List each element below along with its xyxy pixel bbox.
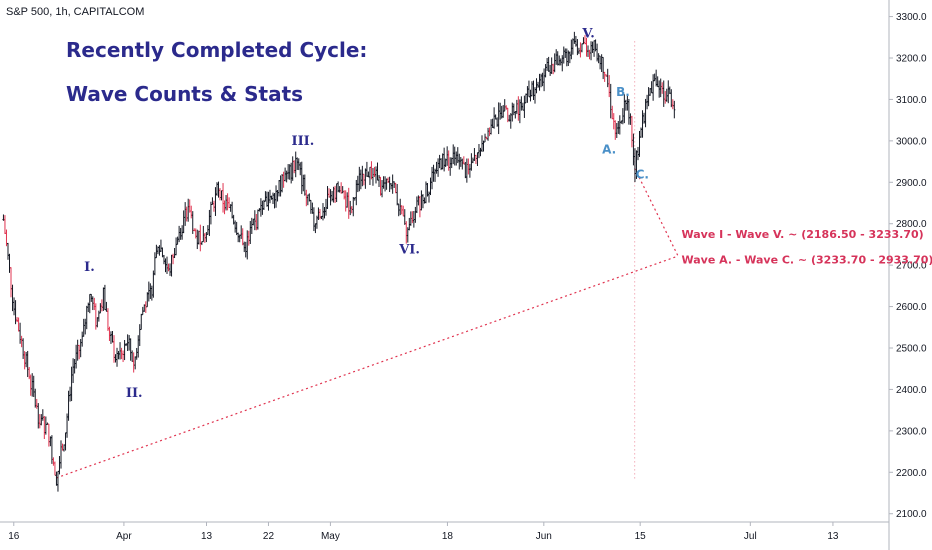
stat-annotation: Wave I - Wave V. ~ (2186.50 - 3233.70) (681, 228, 923, 241)
x-tick-label: Jul (744, 531, 757, 542)
x-tick-label: 15 (635, 531, 647, 542)
stat-annotation: Wave A. - Wave C. ~ (3233.70 - 2933.70) (681, 253, 932, 266)
chart-title-line-1: Recently Completed Cycle: (66, 38, 368, 62)
y-tick-label: 2100.0 (896, 509, 927, 520)
x-tick-label: 16 (8, 531, 20, 542)
wave-label: B. (616, 85, 630, 99)
wave-label: V. (581, 26, 594, 41)
wave-label: VI. (398, 243, 420, 258)
wave-label: II. (126, 386, 143, 401)
x-tick-label: 22 (263, 531, 275, 542)
y-tick-label: 3200.0 (896, 54, 927, 65)
y-tick-label: 3300.0 (896, 12, 927, 23)
y-tick-label: 3100.0 (896, 95, 927, 106)
y-tick-label: 3000.0 (896, 136, 927, 147)
y-tick-label: 2600.0 (896, 302, 927, 313)
x-tick-label: 13 (827, 531, 839, 542)
x-tick-label: Apr (116, 531, 132, 542)
y-tick-label: 2800.0 (896, 219, 927, 230)
x-tick-label: May (321, 531, 340, 542)
y-tick-label: 2900.0 (896, 178, 927, 189)
wave-label: I. (84, 260, 95, 275)
x-tick-label: 13 (201, 531, 213, 542)
symbol-label: S&P 500, 1h, CAPITALCOM (6, 6, 145, 18)
chart-title-line-2: Wave Counts & Stats (66, 82, 304, 106)
y-tick-label: 2400.0 (896, 385, 927, 396)
y-tick-label: 2500.0 (896, 344, 927, 355)
y-tick-label: 2200.0 (896, 468, 927, 479)
y-tick-label: 2700.0 (896, 261, 927, 272)
wave-label: III. (291, 134, 314, 149)
wave-label: C. (636, 168, 649, 182)
x-tick-label: 18 (442, 531, 454, 542)
descent-guide-line (634, 168, 679, 257)
x-tick-label: Jun (536, 531, 552, 542)
wave-label: A. (602, 142, 616, 156)
y-tick-label: 2300.0 (896, 426, 927, 437)
diagonal-guide-line (56, 255, 679, 479)
